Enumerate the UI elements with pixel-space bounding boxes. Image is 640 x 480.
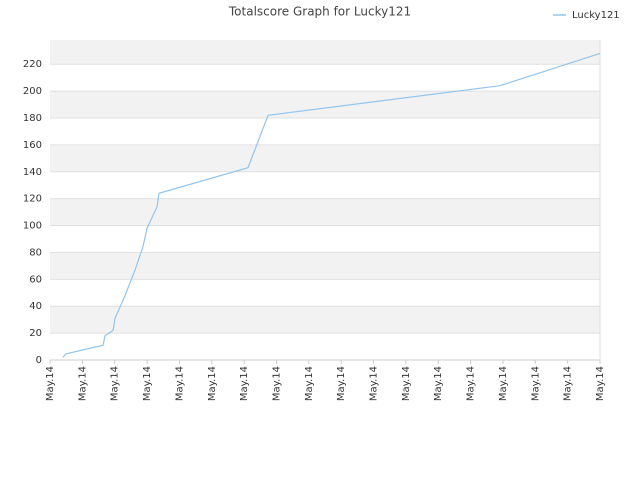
y-tick-label: 0 bbox=[36, 355, 42, 366]
x-tick-label: May.14 bbox=[142, 366, 153, 401]
legend-label: Lucky121 bbox=[572, 10, 620, 21]
grid-band bbox=[50, 306, 600, 334]
x-tick-label: May.14 bbox=[110, 366, 121, 401]
x-tick-label: May.14 bbox=[207, 366, 218, 401]
y-tick-label: 160 bbox=[23, 140, 42, 151]
x-tick-label: May.14 bbox=[45, 366, 56, 401]
x-tick-label: May.14 bbox=[595, 366, 606, 401]
x-tick-label: May.14 bbox=[77, 366, 88, 401]
y-tick-label: 120 bbox=[23, 194, 42, 205]
data-line bbox=[62, 52, 601, 358]
y-tick-label: 60 bbox=[29, 274, 42, 285]
y-tick-label: 40 bbox=[29, 301, 42, 312]
y-tick-label: 100 bbox=[23, 221, 42, 232]
grid-band bbox=[50, 40, 600, 65]
grid-band bbox=[50, 198, 600, 226]
x-tick-label: May.14 bbox=[563, 366, 574, 401]
x-tick-label: May.14 bbox=[433, 366, 444, 401]
x-tick-label: May.14 bbox=[336, 366, 347, 401]
y-tick-label: 20 bbox=[29, 328, 42, 339]
x-tick-label: May.14 bbox=[174, 366, 185, 401]
x-tick-label: May.14 bbox=[271, 366, 282, 401]
x-tick-label: May.14 bbox=[498, 366, 509, 401]
x-tick-label: May.14 bbox=[530, 366, 541, 401]
chart-title: Totalscore Graph for Lucky121 bbox=[228, 5, 411, 19]
x-tick-label: May.14 bbox=[304, 366, 315, 401]
y-tick-label: 200 bbox=[23, 86, 42, 97]
x-tick-label: May.14 bbox=[466, 366, 477, 401]
grid-band bbox=[50, 144, 600, 172]
grid-band bbox=[50, 91, 600, 118]
y-tick-label: 80 bbox=[29, 247, 42, 258]
x-tick-label: May.14 bbox=[369, 366, 380, 401]
x-tick-label: May.14 bbox=[239, 366, 250, 401]
y-tick-label: 180 bbox=[23, 113, 42, 124]
grid-band bbox=[50, 252, 600, 280]
x-tick-label: May.14 bbox=[401, 366, 412, 401]
y-tick-label: 140 bbox=[23, 167, 42, 178]
y-tick-label: 220 bbox=[23, 59, 42, 70]
